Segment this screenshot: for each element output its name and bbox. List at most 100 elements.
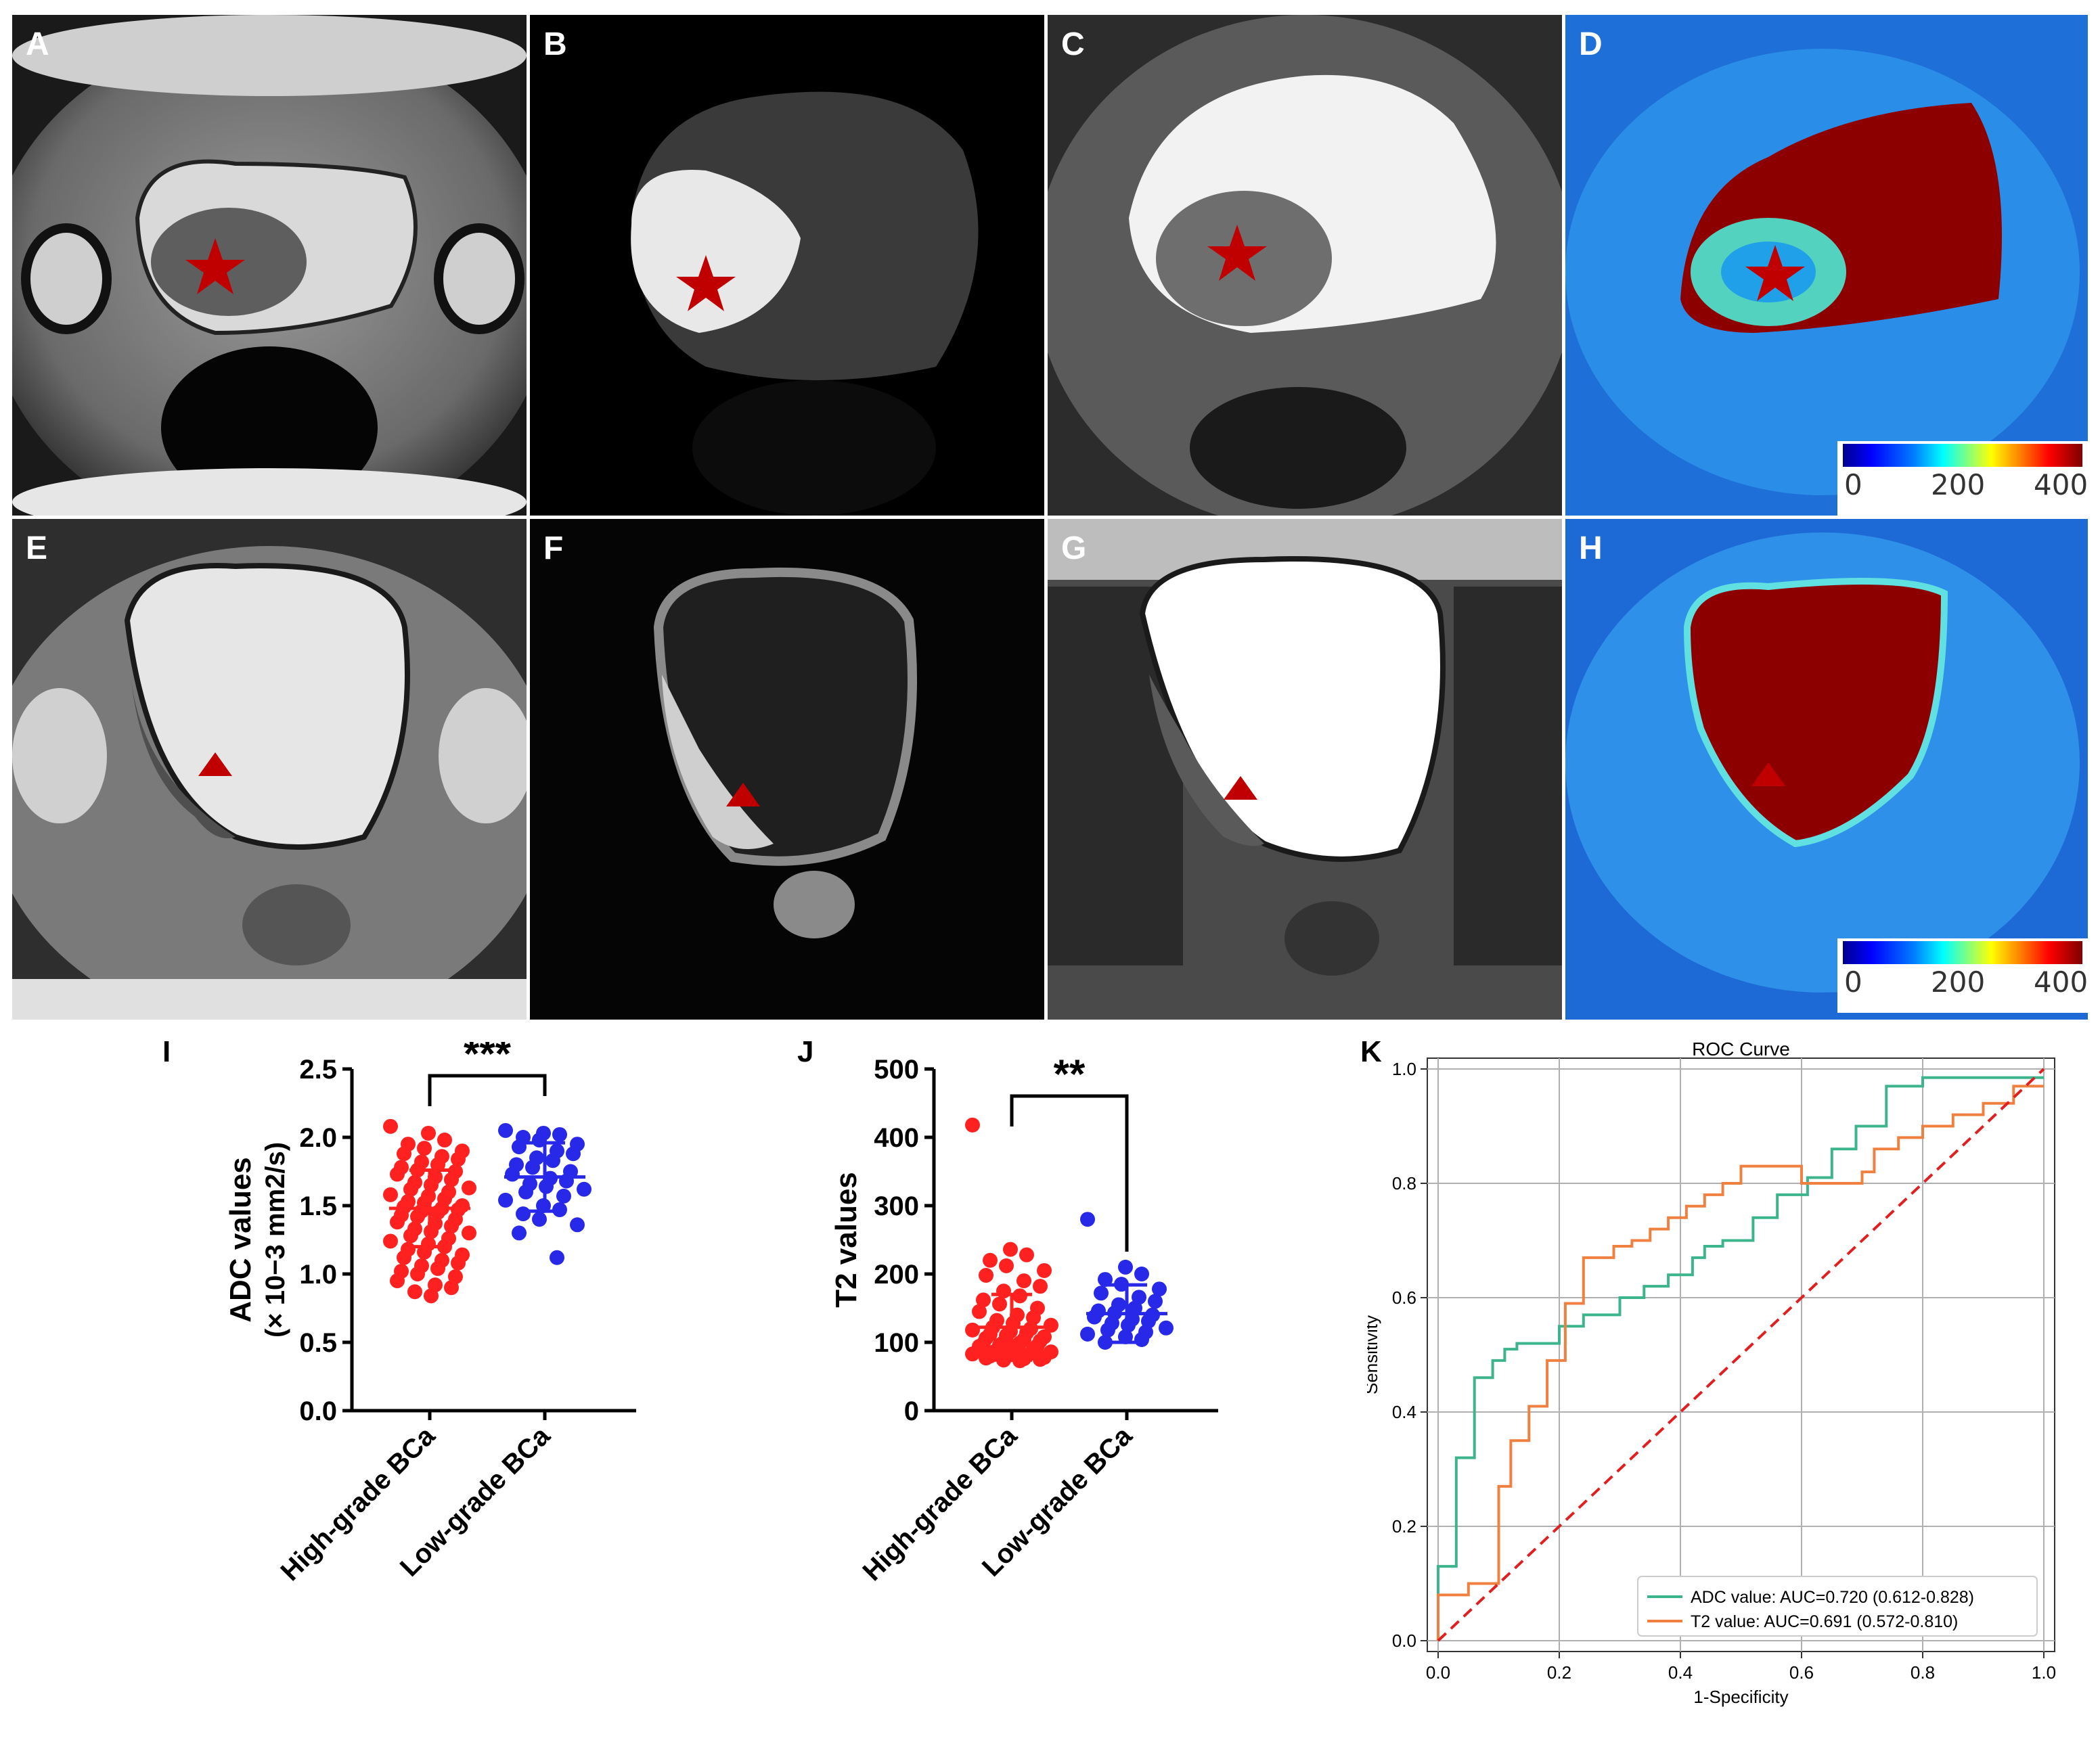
x-tick-label: 0.0 (1426, 1662, 1450, 1683)
colorbar-tick-200: 200 (1931, 468, 1986, 501)
data-point (390, 1273, 405, 1289)
data-point (1118, 1259, 1133, 1275)
data-point (1098, 1272, 1113, 1288)
data-point (383, 1118, 398, 1134)
data-point (556, 1188, 571, 1204)
colorbar-tick-400: 400 (2034, 468, 2088, 501)
colorbar-gradient (1843, 444, 2082, 467)
y-tick-label: 0.5 (299, 1328, 337, 1358)
data-point (1098, 1335, 1113, 1350)
data-point (1003, 1242, 1018, 1257)
data-point (421, 1125, 436, 1141)
data-point (1080, 1212, 1095, 1227)
data-point (430, 1260, 445, 1276)
chart-title: ROC Curve (1692, 1039, 1790, 1060)
panel-label-c: C (1061, 26, 1085, 62)
data-point (1017, 1273, 1031, 1289)
data-point (1134, 1331, 1149, 1347)
data-point (390, 1214, 405, 1230)
data-point (1037, 1262, 1052, 1278)
data-point (397, 1146, 411, 1162)
panel-f-dwi-image: F (530, 519, 1044, 1020)
data-point (972, 1304, 987, 1319)
data-point (397, 1250, 411, 1265)
data-point (407, 1284, 422, 1300)
data-point (532, 1212, 547, 1227)
data-point (965, 1346, 980, 1362)
y-tick-label: 0.2 (1392, 1516, 1416, 1536)
panel-c-adc-image: C (1048, 15, 1562, 516)
data-point (992, 1296, 1007, 1312)
data-point (403, 1228, 418, 1244)
roc-reference-diagonal (1437, 1068, 2045, 1642)
data-point (979, 1268, 993, 1283)
tumor-star-marker (1745, 245, 1805, 301)
mri-image-b (530, 15, 1044, 516)
data-point (383, 1187, 398, 1202)
data-point (424, 1288, 439, 1304)
panel-label-e: E (26, 530, 48, 566)
legend-box (1637, 1576, 2038, 1637)
data-point (498, 1122, 513, 1138)
data-point (462, 1180, 476, 1196)
data-point (965, 1117, 980, 1133)
colorbar-tick-400: 400 (2034, 965, 2088, 999)
tumor-triangle-marker (726, 783, 760, 806)
data-point (1152, 1281, 1167, 1297)
y-tick-label: 0 (904, 1396, 919, 1426)
data-point (403, 1181, 418, 1197)
x-tick-label: 0.6 (1789, 1662, 1814, 1683)
data-point (577, 1181, 591, 1197)
data-point (1094, 1285, 1109, 1301)
data-point (550, 1250, 564, 1265)
data-point (570, 1217, 585, 1233)
data-point (451, 1152, 466, 1167)
panel-label-a: A (26, 26, 49, 62)
data-point (437, 1133, 452, 1148)
data-point (1080, 1326, 1095, 1342)
mri-image-c (1048, 15, 1562, 516)
mri-image-e (12, 519, 527, 1020)
colorbar-gradient (1843, 941, 2082, 964)
x-tick-label: 0.2 (1547, 1662, 1571, 1683)
y-tick-label: 400 (874, 1123, 919, 1153)
roc-curve-adc (1437, 1076, 2044, 1641)
data-point (1087, 1309, 1102, 1325)
panel-h-t2-map: H 0 200 400 (1565, 519, 2088, 1020)
panel-label-d: D (1579, 26, 1603, 62)
legend-label: T2 value: AUC=0.691 (0.572-0.810) (1691, 1612, 1958, 1631)
panel-label-f: F (543, 530, 564, 566)
y-tick-label: 300 (874, 1191, 919, 1221)
significance-bracket (1010, 1094, 1129, 1252)
data-point (999, 1258, 1014, 1273)
data-point (996, 1283, 1011, 1299)
panel-label-b: B (543, 26, 567, 62)
plot-frame (1427, 1057, 2055, 1652)
y-tick-label: 0.8 (1392, 1173, 1416, 1193)
data-point (1134, 1267, 1149, 1281)
data-point (383, 1233, 398, 1249)
tumor-triangle-marker (1224, 776, 1257, 800)
data-point (1033, 1352, 1048, 1367)
data-point (1148, 1294, 1163, 1309)
colorbar-tick-0: 0 (1844, 468, 1862, 501)
mri-image-g (1048, 519, 1562, 1020)
x-tick-label: 0.8 (1911, 1662, 1935, 1683)
y-axis-label: Sensitivity (1367, 1315, 1381, 1394)
y-axis-label-units: (× 10−3 mm2/s) (261, 1142, 290, 1338)
x-tick-label: 1.0 (2032, 1662, 2056, 1683)
roc-curve-t2 (1437, 1085, 2044, 1641)
data-point (525, 1160, 540, 1175)
x-tick-label: 0.4 (1668, 1662, 1693, 1683)
y-tick-label: 100 (874, 1328, 919, 1358)
data-point (545, 1153, 560, 1168)
panel-b-dwi-image: B (530, 15, 1044, 516)
significance-stars: ** (1054, 1051, 1086, 1097)
panel-e-t2-image: E (12, 519, 527, 1020)
data-point (1019, 1247, 1034, 1262)
mri-image-d (1565, 15, 2088, 516)
panel-g-adc-image: G (1048, 519, 1562, 1020)
y-axis-label: ADC values (224, 1157, 257, 1323)
